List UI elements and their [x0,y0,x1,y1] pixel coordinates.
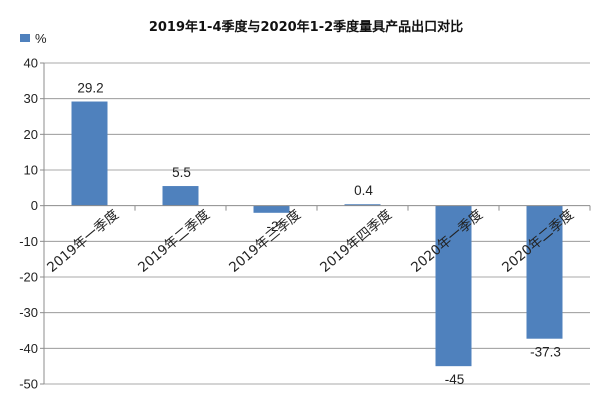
data-label: 29.2 [77,81,103,96]
y-tick-label: -20 [19,270,38,285]
legend-swatch [20,34,30,42]
gridlines [44,62,590,385]
chart-title: 2019年1-4季度与2020年1-2季度量具产品出口对比 [149,19,463,35]
y-tick-label: -50 [19,377,38,392]
data-label: -45 [445,372,465,387]
y-tick-label: 20 [24,127,38,142]
data-label: -37.3 [530,345,561,360]
y-tick-label: -30 [19,305,38,320]
bar [435,205,472,367]
y-tick-label: -10 [19,234,38,249]
y-axis-ticks: 40 30 20 10 0 -10 -20 -30 -40 -50 [19,56,44,392]
y-tick-label: 10 [24,163,38,178]
data-label: 5.5 [172,165,191,180]
bar [162,186,199,206]
data-label: 0.4 [354,183,373,198]
y-tick-label: -40 [19,341,38,356]
y-tick-label: 40 [24,56,38,71]
bar [71,101,108,206]
data-labels: 29.2 5.5 -2 0.4 -45 -37.3 [77,81,561,388]
y-tick-label: 30 [24,91,38,106]
bar [344,204,381,206]
data-label: -2 [266,219,278,234]
legend-label: % [35,31,47,46]
bars [43,101,591,367]
bar [253,205,290,213]
y-tick-label: 0 [31,198,38,213]
bar [526,205,563,339]
